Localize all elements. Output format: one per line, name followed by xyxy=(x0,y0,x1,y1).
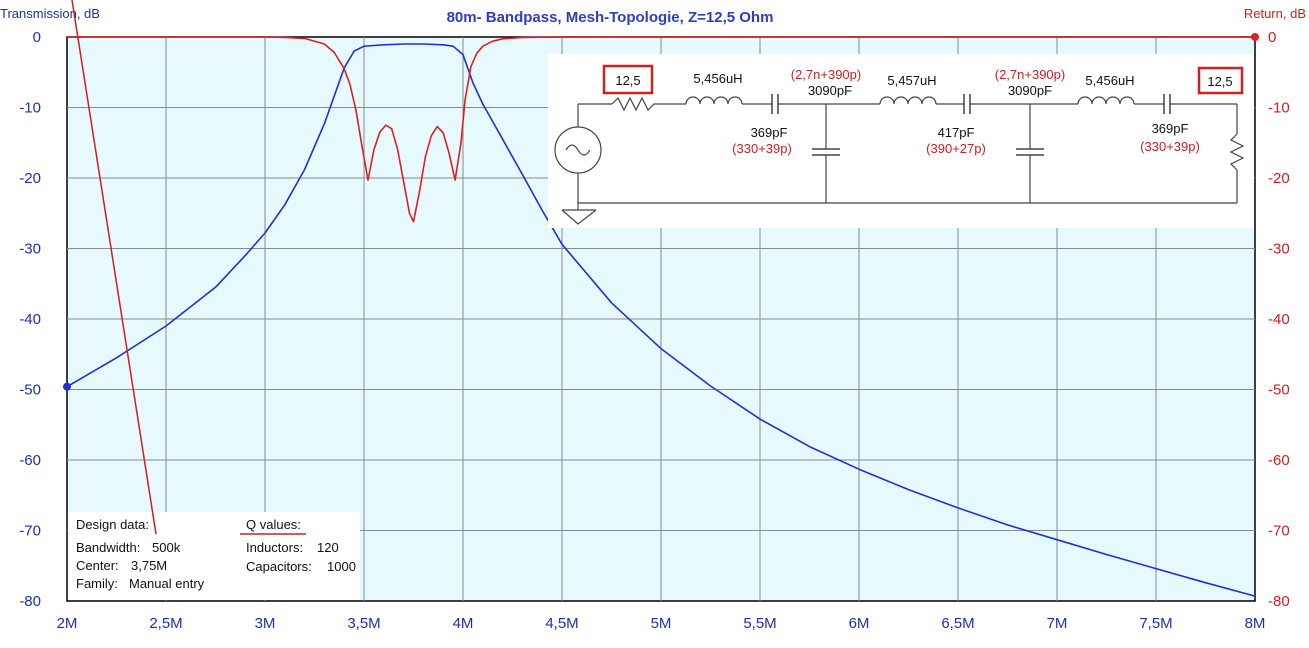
load-resistor-icon xyxy=(1229,133,1245,171)
ground-icon xyxy=(561,209,597,225)
y-tick-label-left: -40 xyxy=(19,311,41,328)
series-cap-3-value: 369pF xyxy=(1152,121,1189,136)
shunt-cap-1-value: 3090pF xyxy=(808,83,852,98)
y-tick-label-right: -50 xyxy=(1268,382,1290,399)
design-data-panel: Design data: Bandwidth: 500k Center: 3,7… xyxy=(68,0,360,600)
x-tick-label: 4,5M xyxy=(545,615,578,632)
y-tick-label-right: -20 xyxy=(1268,170,1290,187)
inductor-3-icon xyxy=(1077,96,1135,105)
x-axis-ticks: 2M 2,5M 3M 3,5M 4M 4,5M 5M 5,5M 6M 6,5M 7M 7,5M 8M xyxy=(57,615,1266,632)
y-tick-label-left: 0 xyxy=(33,29,41,46)
transmission-marker xyxy=(63,382,71,391)
load-impedance-label: 12,5 xyxy=(1207,74,1232,89)
x-tick-label: 5,5M xyxy=(743,615,776,632)
center-value: 3,75M xyxy=(131,558,167,573)
shunt-cap-2-combo: (2,7n+390p) xyxy=(995,67,1065,82)
q-inductors-label: Inductors: xyxy=(246,540,303,555)
series-cap-1-combo: (330+39p) xyxy=(732,141,792,156)
transmission-curve xyxy=(66,43,1256,597)
y-axis-right-label: Return, dB xyxy=(1244,6,1306,21)
family-value: Manual entry xyxy=(129,576,205,591)
x-tick-label: 5M xyxy=(651,615,672,632)
y-axis-left-ticks: 0 -10 -20 -30 -40 -50 -60 -70 -80 xyxy=(19,29,41,610)
y-tick-label-left: -60 xyxy=(19,452,41,469)
bandwidth-value: 500k xyxy=(152,540,181,555)
y-tick-label-right: -40 xyxy=(1268,311,1290,328)
y-tick-label-left: -50 xyxy=(19,382,41,399)
center-label: Center: xyxy=(76,558,119,573)
source-impedance-label: 12,5 xyxy=(615,73,640,88)
inductor-1-label: 5,456uH xyxy=(693,71,742,86)
y-tick-label-left: -10 xyxy=(19,100,41,117)
x-tick-label: 3M xyxy=(255,615,276,632)
y-tick-label-left: -80 xyxy=(19,593,41,610)
y-tick-label-right: 0 xyxy=(1268,29,1276,46)
y-tick-label-right: -10 xyxy=(1268,100,1290,117)
source-resistor-icon xyxy=(611,96,680,112)
design-data-background xyxy=(68,512,360,600)
x-tick-label: 8M xyxy=(1245,615,1266,632)
chart-title: 80m- Bandpass, Mesh-Topologie, Z=12,5 Oh… xyxy=(447,9,774,26)
shunt-cap-2-value: 3090pF xyxy=(1008,83,1052,98)
series-cap-2-value: 417pF xyxy=(938,125,975,140)
shunt-cap-2-icon xyxy=(1016,104,1044,203)
shunt-cap-1-combo: (2,7n+390p) xyxy=(791,67,861,82)
return-marker xyxy=(1251,33,1259,41)
source-impedance-box xyxy=(602,64,654,95)
family-label: Family: xyxy=(76,576,118,591)
q-inductors-value: 120 xyxy=(317,540,339,555)
shunt-cap-1-icon xyxy=(812,104,840,203)
y-tick-label-right: -80 xyxy=(1268,593,1290,610)
x-tick-label: 3,5M xyxy=(347,615,380,632)
y-tick-label-right: -60 xyxy=(1268,452,1290,469)
series-layer xyxy=(63,33,1259,597)
q-capacitors-label: Capacitors: xyxy=(246,559,312,574)
schematic-background xyxy=(548,54,1254,228)
ac-source-icon xyxy=(554,104,602,210)
y-axis-left-label: Transmission, dB xyxy=(0,6,100,21)
inductor-2-icon xyxy=(879,96,937,105)
bandwidth-label: Bandwidth: xyxy=(76,540,140,555)
design-data-heading: Design data: xyxy=(76,517,149,532)
y-tick-label-left: -70 xyxy=(19,523,41,540)
q-values-heading: Q values: xyxy=(246,517,301,532)
x-tick-label: 4M xyxy=(453,615,474,632)
inductor-2-label: 5,457uH xyxy=(887,73,936,88)
series-cap-2-combo: (390+27p) xyxy=(926,141,986,156)
x-tick-label: 7M xyxy=(1047,615,1068,632)
schematic-panel: 12,5 12,5 5,456uH 5,457uH 5,456uH (2,7n+… xyxy=(548,54,1254,228)
inductor-1-icon xyxy=(685,96,743,105)
return-curve xyxy=(67,36,1255,223)
y-tick-label-right: -70 xyxy=(1268,523,1290,540)
q-capacitors-value: 1000 xyxy=(327,559,356,574)
design-data-underline xyxy=(71,0,157,535)
x-tick-label: 6,5M xyxy=(941,615,974,632)
x-tick-label: 2,5M xyxy=(149,615,182,632)
x-tick-label: 7,5M xyxy=(1139,615,1172,632)
x-tick-label: 2M xyxy=(57,615,78,632)
y-tick-label-left: -30 xyxy=(19,241,41,258)
y-tick-label-right: -30 xyxy=(1268,241,1290,258)
y-tick-label-left: -20 xyxy=(19,170,41,187)
x-tick-label: 6M xyxy=(849,615,870,632)
load-impedance-box xyxy=(1197,66,1244,95)
series-cap-1-value: 369pF xyxy=(751,125,788,140)
inductor-3-label: 5,456uH xyxy=(1085,73,1134,88)
y-axis-right-ticks: 0 -10 -20 -30 -40 -50 -60 -70 -80 xyxy=(1268,29,1290,610)
series-cap-3-combo: (330+39p) xyxy=(1140,139,1200,154)
